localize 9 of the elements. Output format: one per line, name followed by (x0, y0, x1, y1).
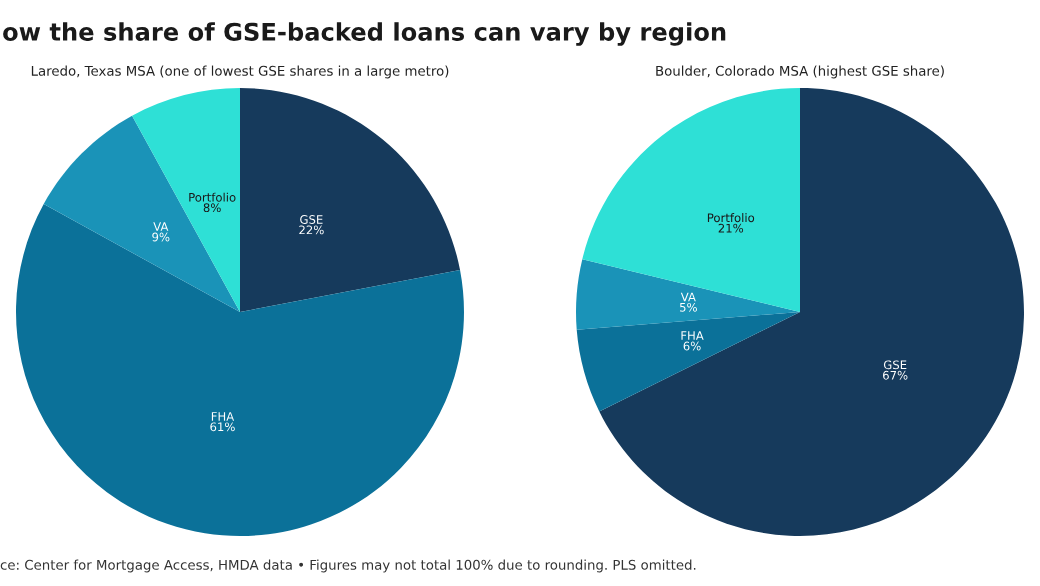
pie-slice (16, 204, 464, 536)
pie-slice (582, 88, 800, 312)
pie-slice (132, 88, 240, 312)
pie-slice (43, 115, 240, 312)
pie-slice (576, 259, 800, 330)
pie-slice (599, 88, 1024, 536)
chart-title: ow the share of GSE-backed loans can vary by region (3, 22, 726, 46)
pie-slice (576, 312, 800, 412)
pie-slice (240, 88, 461, 312)
